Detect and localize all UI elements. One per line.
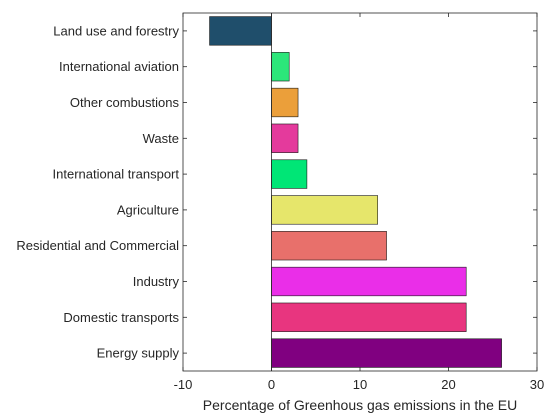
category-label-land-use-and-forestry: Land use and forestry: [53, 23, 179, 38]
category-label-domestic-transports: Domestic transports: [63, 310, 179, 325]
category-label-international-transport: International transport: [53, 167, 180, 182]
x-axis-ticks: -10 0 10 20 30: [174, 13, 544, 392]
bar-international-aviation: [271, 52, 290, 82]
x-tick-label: 0: [268, 377, 275, 392]
category-label-waste: Waste: [143, 131, 179, 146]
x-tick-label: -10: [174, 377, 193, 392]
bar-land-use-and-forestry: [209, 16, 272, 46]
category-label-residential-and-commercial: Residential and Commercial: [16, 238, 179, 253]
category-label-agriculture: Agriculture: [117, 202, 179, 217]
bar-other-combustions: [271, 87, 299, 118]
category-label-international-aviation: International aviation: [59, 59, 179, 74]
bar-domestic-transports: [271, 302, 467, 332]
bar-international-transport: [271, 159, 308, 189]
category-labels: Land use and forestry International aviat…: [16, 23, 179, 360]
x-tick-label: 30: [530, 377, 544, 392]
bar-energy-supply: [271, 338, 502, 368]
category-label-energy-supply: Energy supply: [97, 346, 180, 361]
x-tick-label: 20: [441, 377, 455, 392]
bar-waste: [271, 123, 299, 153]
bar-agriculture: [271, 195, 378, 225]
category-label-other-combustions: Other combustions: [70, 95, 180, 110]
bar-residential-and-commercial: [271, 231, 387, 261]
bar-industry: [271, 266, 467, 297]
x-axis-title: Percentage of Greenhous gas emissions in…: [203, 397, 517, 413]
bars-group: [209, 16, 502, 368]
x-tick-label: 10: [353, 377, 367, 392]
category-label-industry: Industry: [133, 274, 180, 289]
